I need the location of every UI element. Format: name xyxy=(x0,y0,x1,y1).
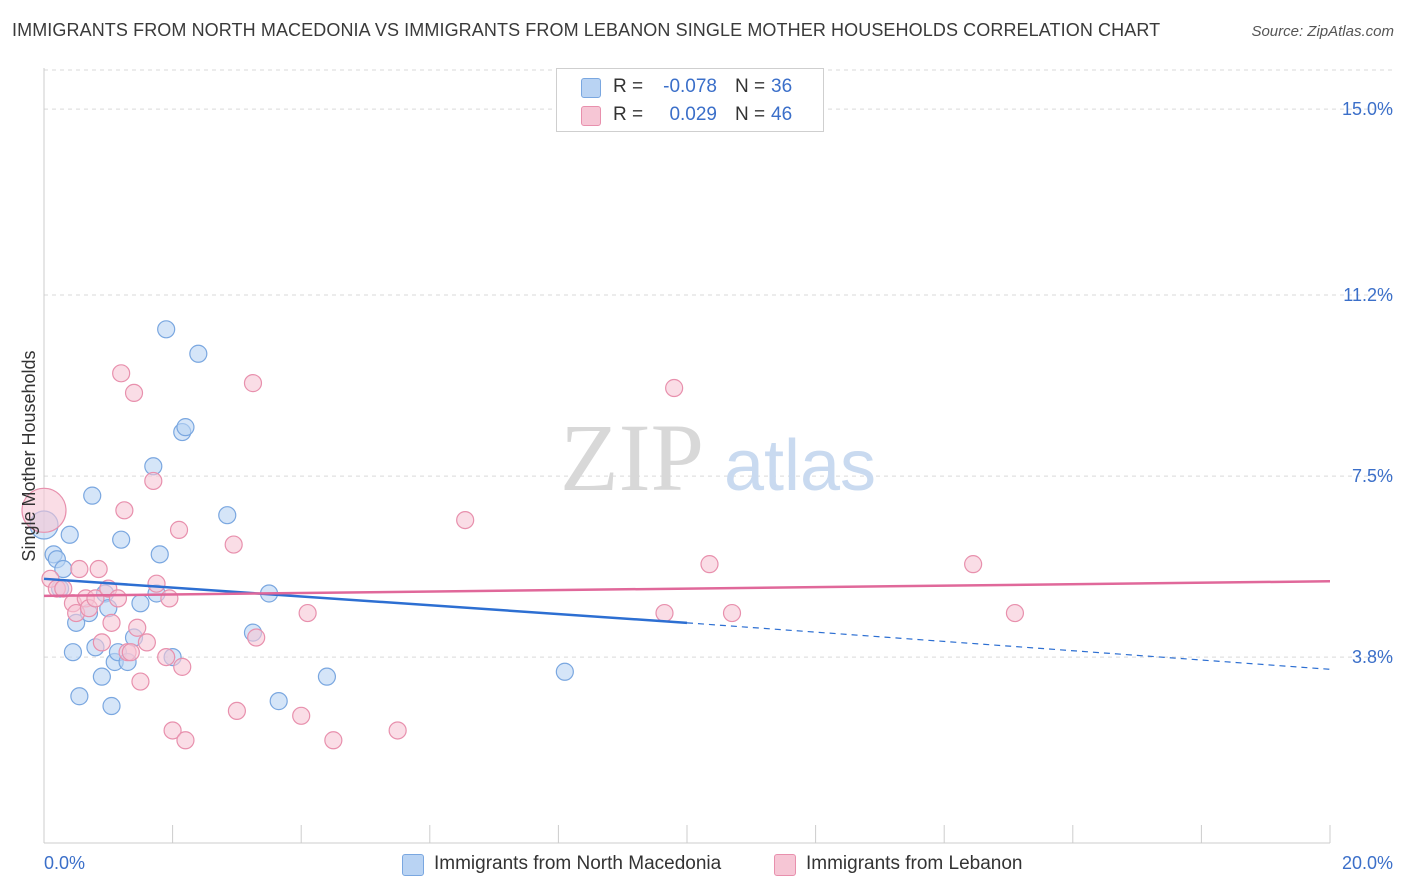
legend-r-value: 0.029 xyxy=(669,104,717,125)
watermark-atlas: atlas xyxy=(724,426,876,506)
lebanon-point xyxy=(21,487,67,533)
lebanon-point xyxy=(722,603,742,623)
lebanon-trend-line xyxy=(43,580,1331,598)
legend-r-value: -0.078 xyxy=(663,76,717,97)
points-layer xyxy=(21,320,1025,750)
series-label: Immigrants from North Macedonia xyxy=(434,853,722,874)
north-macedonia-trend-line-extension xyxy=(686,622,1331,670)
lebanon-point xyxy=(157,647,176,667)
north-macedonia-point xyxy=(157,320,176,339)
north-macedonia-point xyxy=(131,594,150,613)
lebanon-point xyxy=(224,535,243,554)
lebanon-point xyxy=(115,501,134,520)
north-macedonia-point xyxy=(92,667,111,686)
lebanon-point xyxy=(292,706,311,725)
lebanon-point xyxy=(1005,603,1025,623)
north-macedonia-point xyxy=(112,530,131,549)
y-axis-label: Single Mother Households xyxy=(19,350,39,561)
legend-r-label: R = xyxy=(613,104,644,125)
source-credit: Source: ZipAtlas.com xyxy=(1251,23,1394,40)
legend-swatch-pink xyxy=(581,106,601,126)
north-macedonia-point xyxy=(269,692,288,711)
chart-title: IMMIGRANTS FROM NORTH MACEDONIA VS IMMIG… xyxy=(12,20,1161,40)
watermark-zip: ZIP xyxy=(560,404,704,511)
lebanon-point xyxy=(70,559,89,579)
lebanon-point xyxy=(247,628,266,647)
lebanon-point xyxy=(108,589,128,608)
north-macedonia-point xyxy=(63,643,83,662)
legend-n-value: 36 xyxy=(771,76,793,97)
tick-labels: 3.8% 7.5% 11.2% 15.0% 0.0% 20.0% xyxy=(44,99,1393,873)
lebanon-point xyxy=(124,383,144,402)
lebanon-point xyxy=(655,603,674,623)
x-tick-label: 0.0% xyxy=(44,853,85,873)
lebanon-point xyxy=(131,672,150,691)
north-macedonia-trend-line xyxy=(43,577,688,625)
lebanon-point xyxy=(147,574,166,593)
north-macedonia-point xyxy=(102,696,121,716)
lebanon-point xyxy=(227,701,246,721)
y-tick-label: 7.5% xyxy=(1352,466,1393,486)
lebanon-point xyxy=(243,374,263,393)
lebanon-point xyxy=(160,589,179,608)
lebanon-point xyxy=(665,378,684,398)
trend-layer xyxy=(43,577,1331,670)
lebanon-point xyxy=(163,721,182,740)
y-tick-label: 11.2% xyxy=(1343,285,1393,305)
series-swatch-blue xyxy=(402,854,424,876)
north-macedonia-point xyxy=(555,662,574,681)
series-swatch-pink xyxy=(774,854,796,876)
lebanon-point xyxy=(128,618,147,637)
legend-row-north-macedonia: R = -0.078 N = 36 xyxy=(557,73,823,101)
lebanon-point xyxy=(137,633,156,652)
north-macedonia-point xyxy=(60,525,79,544)
lebanon-point xyxy=(144,471,163,491)
correlation-legend: R = -0.078 N = 36 R = 0.029 N = 46 xyxy=(556,68,824,132)
lebanon-point xyxy=(112,364,131,383)
lebanon-point xyxy=(92,633,111,652)
north-macedonia-point xyxy=(189,344,208,363)
lebanon-point xyxy=(324,731,343,750)
watermark: ZIP atlas xyxy=(560,404,876,511)
north-macedonia-point xyxy=(317,667,337,686)
lebanon-point xyxy=(700,555,719,574)
x-tick-label: 20.0% xyxy=(1342,853,1393,873)
legend-row-lebanon: R = 0.029 N = 46 xyxy=(557,101,823,129)
lebanon-point xyxy=(89,559,108,579)
north-macedonia-point xyxy=(83,486,102,505)
lebanon-point xyxy=(456,511,475,530)
lebanon-point xyxy=(298,603,317,623)
north-macedonia-point xyxy=(70,687,89,706)
north-macedonia-point xyxy=(218,506,237,525)
lebanon-point xyxy=(169,520,189,539)
legend-r-label: R = xyxy=(613,76,644,97)
series-label: Immigrants from Lebanon xyxy=(806,853,1023,874)
axis-layer xyxy=(43,68,1331,844)
y-tick-label: 15.0% xyxy=(1342,99,1393,119)
legend-n-value: 46 xyxy=(771,104,793,125)
y-tick-label: 3.8% xyxy=(1352,647,1393,667)
lebanon-point xyxy=(176,731,195,750)
lebanon-point xyxy=(173,657,192,676)
lebanon-point xyxy=(964,555,983,574)
legend-swatch-blue xyxy=(581,78,601,98)
lebanon-point xyxy=(121,643,140,662)
legend-n-label: N = xyxy=(735,76,766,97)
grid-layer xyxy=(44,69,1392,658)
north-macedonia-point xyxy=(150,545,169,564)
legend-n-label: N = xyxy=(735,104,766,125)
lebanon-point xyxy=(388,721,407,740)
north-macedonia-point xyxy=(176,418,195,437)
lebanon-point xyxy=(102,613,121,632)
